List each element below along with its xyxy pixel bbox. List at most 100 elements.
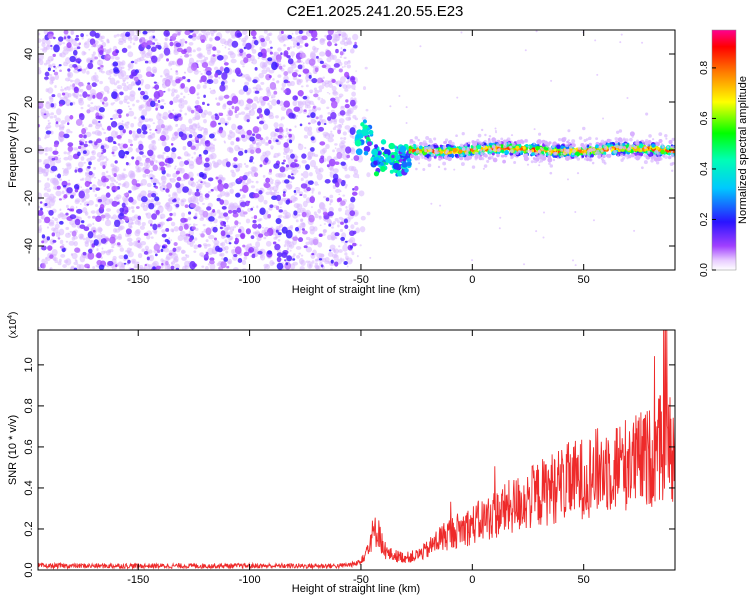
noise-haze-point [42, 49, 45, 52]
noise-haze-point [140, 203, 146, 208]
noise-haze-point [172, 96, 179, 103]
noise-blob-point [84, 180, 91, 188]
noise-blob-point [349, 210, 356, 217]
noise-haze-point [91, 54, 96, 61]
noise-haze-point [307, 105, 311, 109]
noise-haze-point [207, 74, 213, 81]
noise-haze-point [268, 104, 273, 110]
noise-haze-point [351, 135, 356, 140]
noise-haze-point [366, 211, 371, 216]
noise-blob-point [98, 115, 103, 120]
noise-haze-point [335, 188, 342, 194]
noise-haze-point [265, 210, 269, 214]
noise-blob-point [106, 185, 110, 189]
tone-halo-point [526, 157, 530, 160]
noise-blob-point [194, 191, 201, 197]
noise-blob-point [100, 64, 104, 68]
noise-blob-point [95, 187, 100, 191]
transition-point [401, 152, 406, 157]
noise-blob-point [235, 137, 240, 142]
noise-haze-point [146, 182, 152, 188]
noise-haze-point [45, 112, 51, 117]
transition-point [361, 128, 369, 136]
noise-haze-point [255, 188, 260, 192]
noise-blob-point [155, 265, 162, 270]
noise-blob-point [257, 250, 263, 255]
noise-blob-point [297, 64, 303, 70]
noise-blob-point [278, 128, 284, 133]
noise-blob-point [121, 47, 128, 53]
noise-blob-point [38, 123, 41, 128]
noise-blob-point [223, 257, 228, 262]
tone-halo-point [549, 171, 553, 175]
tone-halo-point [655, 161, 660, 165]
noise-haze-point [163, 125, 170, 131]
tone-halo-point [560, 152, 563, 155]
noise-haze-point [175, 124, 178, 128]
noise-blob-point [180, 217, 187, 223]
noise-haze-point [336, 30, 342, 35]
noise-blob-point [67, 146, 74, 152]
tone-band-point [467, 154, 473, 160]
noise-haze-point [183, 71, 186, 74]
noise-haze-point [345, 116, 351, 121]
noise-haze-point [209, 146, 216, 153]
noise-blob-point [88, 140, 93, 144]
noise-haze-point [130, 41, 132, 44]
noise-blob-point [255, 147, 262, 154]
noise-haze-point [337, 220, 341, 224]
noise-blob-point [147, 193, 153, 198]
tone-halo-point [494, 127, 497, 130]
noise-blob-point [55, 121, 59, 125]
noise-haze-point [203, 109, 208, 116]
noise-haze-point [341, 123, 344, 126]
noise-haze-point [330, 130, 333, 133]
noise-haze-point [64, 77, 71, 82]
tone-halo-point [472, 142, 477, 147]
noise-blob-point [137, 240, 141, 243]
noise-blob-point [287, 34, 293, 40]
noise-haze-point [84, 240, 90, 244]
noise-blob-point [250, 235, 255, 240]
tone-band-point [448, 154, 453, 158]
noise-haze-point [307, 156, 312, 161]
noise-blob-point [67, 122, 70, 126]
noise-haze-point [207, 190, 211, 194]
noise-haze-point [334, 118, 338, 122]
noise-haze-point [279, 181, 282, 184]
noise-haze-point [228, 107, 231, 110]
noise-blob-point [91, 82, 97, 88]
quiet-point [572, 259, 575, 262]
snr-x-tick-label: 50 [578, 574, 590, 586]
noise-blob-point [326, 164, 330, 168]
noise-blob-point [129, 143, 134, 147]
noise-blob-point [103, 96, 108, 102]
noise-haze-point [163, 102, 166, 105]
noise-haze-point [159, 185, 166, 192]
noise-blob-point [334, 232, 340, 237]
noise-blob-point [57, 173, 62, 179]
noise-haze-point [295, 35, 302, 44]
noise-blob-point [287, 175, 292, 179]
tone-halo-point [479, 149, 483, 152]
noise-haze-point [224, 239, 228, 244]
noise-blob-point [299, 123, 303, 127]
noise-blob-point [328, 158, 336, 167]
noise-blob-point [118, 114, 122, 119]
noise-haze-point [111, 245, 115, 249]
quiet-point [641, 41, 644, 44]
noise-blob-point [53, 143, 59, 148]
noise-haze-point [333, 248, 340, 254]
noise-blob-point [293, 106, 301, 112]
noise-blob-point [182, 173, 190, 180]
noise-blob-point [213, 237, 218, 241]
noise-haze-point [332, 168, 339, 174]
noise-haze-point [92, 51, 96, 56]
quiet-point [542, 236, 545, 239]
noise-blob-point [236, 207, 242, 213]
noise-haze-point [202, 223, 206, 227]
noise-haze-point [213, 78, 219, 85]
noise-blob-point [268, 139, 272, 145]
noise-blob-point [118, 124, 124, 131]
noise-haze-point [196, 202, 200, 205]
